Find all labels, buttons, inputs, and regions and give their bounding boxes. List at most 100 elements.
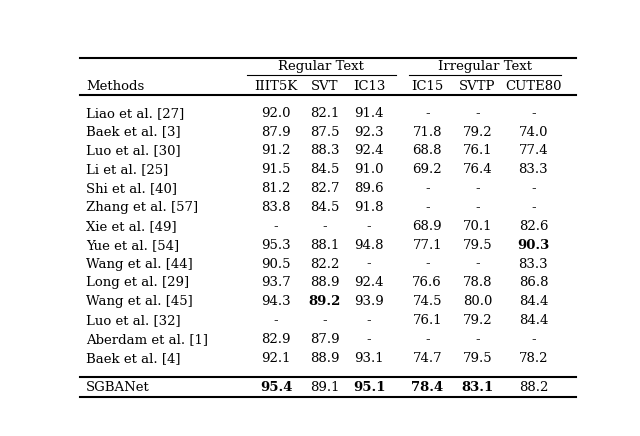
Text: -: - <box>531 182 536 195</box>
Text: 91.2: 91.2 <box>261 144 291 157</box>
Text: 79.2: 79.2 <box>463 126 492 139</box>
Text: Regular Text: Regular Text <box>278 61 364 73</box>
Text: -: - <box>367 258 371 271</box>
Text: 93.7: 93.7 <box>261 276 291 290</box>
Text: -: - <box>274 220 278 233</box>
Text: 84.5: 84.5 <box>310 163 340 176</box>
Text: 77.1: 77.1 <box>412 238 442 252</box>
Text: 88.3: 88.3 <box>310 144 340 157</box>
Text: 83.3: 83.3 <box>518 258 548 271</box>
Text: -: - <box>476 258 480 271</box>
Text: 78.8: 78.8 <box>463 276 492 290</box>
Text: 90.3: 90.3 <box>517 238 550 252</box>
Text: SVTP: SVTP <box>460 80 496 93</box>
Text: Wang et al. [45]: Wang et al. [45] <box>86 295 193 308</box>
Text: CUTE80: CUTE80 <box>505 80 562 93</box>
Text: Luo et al. [32]: Luo et al. [32] <box>86 314 181 327</box>
Text: -: - <box>425 201 429 214</box>
Text: -: - <box>323 220 327 233</box>
Text: 92.0: 92.0 <box>261 107 291 119</box>
Text: 69.2: 69.2 <box>412 163 442 176</box>
Text: -: - <box>323 314 327 327</box>
Text: 87.5: 87.5 <box>310 126 340 139</box>
Text: Methods: Methods <box>86 80 145 93</box>
Text: 93.9: 93.9 <box>354 295 384 308</box>
Text: IC13: IC13 <box>353 80 385 93</box>
Text: -: - <box>531 333 536 346</box>
Text: 79.5: 79.5 <box>463 238 492 252</box>
Text: Li et al. [25]: Li et al. [25] <box>86 163 168 176</box>
Text: 84.5: 84.5 <box>310 201 340 214</box>
Text: 83.1: 83.1 <box>461 381 493 394</box>
Text: 80.0: 80.0 <box>463 295 492 308</box>
Text: 91.5: 91.5 <box>261 163 291 176</box>
Text: -: - <box>425 258 429 271</box>
Text: -: - <box>367 314 371 327</box>
Text: 92.3: 92.3 <box>355 126 384 139</box>
Text: 86.8: 86.8 <box>518 276 548 290</box>
Text: 76.4: 76.4 <box>463 163 492 176</box>
Text: 87.9: 87.9 <box>261 126 291 139</box>
Text: Liao et al. [27]: Liao et al. [27] <box>86 107 184 119</box>
Text: -: - <box>476 333 480 346</box>
Text: 89.1: 89.1 <box>310 381 340 394</box>
Text: 88.9: 88.9 <box>310 352 340 365</box>
Text: Wang et al. [44]: Wang et al. [44] <box>86 258 193 271</box>
Text: 79.2: 79.2 <box>463 314 492 327</box>
Text: 82.1: 82.1 <box>310 107 340 119</box>
Text: 78.2: 78.2 <box>518 352 548 365</box>
Text: 82.6: 82.6 <box>518 220 548 233</box>
Text: Xie et al. [49]: Xie et al. [49] <box>86 220 177 233</box>
Text: -: - <box>476 107 480 119</box>
Text: 92.4: 92.4 <box>355 144 384 157</box>
Text: 88.2: 88.2 <box>518 381 548 394</box>
Text: 84.4: 84.4 <box>518 314 548 327</box>
Text: -: - <box>476 182 480 195</box>
Text: 91.8: 91.8 <box>355 201 384 214</box>
Text: Baek et al. [3]: Baek et al. [3] <box>86 126 181 139</box>
Text: 91.0: 91.0 <box>355 163 384 176</box>
Text: 94.3: 94.3 <box>261 295 291 308</box>
Text: 81.2: 81.2 <box>261 182 291 195</box>
Text: 76.1: 76.1 <box>412 314 442 327</box>
Text: 76.1: 76.1 <box>463 144 492 157</box>
Text: 82.7: 82.7 <box>310 182 340 195</box>
Text: 89.2: 89.2 <box>308 295 341 308</box>
Text: Luo et al. [30]: Luo et al. [30] <box>86 144 181 157</box>
Text: 95.3: 95.3 <box>261 238 291 252</box>
Text: -: - <box>367 220 371 233</box>
Text: 95.1: 95.1 <box>353 381 385 394</box>
Text: 68.9: 68.9 <box>412 220 442 233</box>
Text: 88.9: 88.9 <box>310 276 340 290</box>
Text: 74.5: 74.5 <box>412 295 442 308</box>
Text: IC15: IC15 <box>411 80 444 93</box>
Text: -: - <box>425 333 429 346</box>
Text: 74.7: 74.7 <box>412 352 442 365</box>
Text: 88.1: 88.1 <box>310 238 340 252</box>
Text: 83.3: 83.3 <box>518 163 548 176</box>
Text: 83.8: 83.8 <box>261 201 291 214</box>
Text: IIIT5K: IIIT5K <box>255 80 298 93</box>
Text: 94.8: 94.8 <box>355 238 384 252</box>
Text: -: - <box>425 107 429 119</box>
Text: 93.1: 93.1 <box>355 352 384 365</box>
Text: Long et al. [29]: Long et al. [29] <box>86 276 189 290</box>
Text: SGBANet: SGBANet <box>86 381 150 394</box>
Text: 71.8: 71.8 <box>412 126 442 139</box>
Text: Aberdam et al. [1]: Aberdam et al. [1] <box>86 333 208 346</box>
Text: -: - <box>274 314 278 327</box>
Text: 84.4: 84.4 <box>518 295 548 308</box>
Text: 89.6: 89.6 <box>355 182 384 195</box>
Text: -: - <box>367 333 371 346</box>
Text: 92.4: 92.4 <box>355 276 384 290</box>
Text: Irregular Text: Irregular Text <box>438 61 532 73</box>
Text: 95.4: 95.4 <box>260 381 292 394</box>
Text: 77.4: 77.4 <box>518 144 548 157</box>
Text: Zhang et al. [57]: Zhang et al. [57] <box>86 201 198 214</box>
Text: -: - <box>531 107 536 119</box>
Text: 70.1: 70.1 <box>463 220 492 233</box>
Text: 82.9: 82.9 <box>261 333 291 346</box>
Text: 87.9: 87.9 <box>310 333 340 346</box>
Text: SVT: SVT <box>311 80 339 93</box>
Text: 91.4: 91.4 <box>355 107 384 119</box>
